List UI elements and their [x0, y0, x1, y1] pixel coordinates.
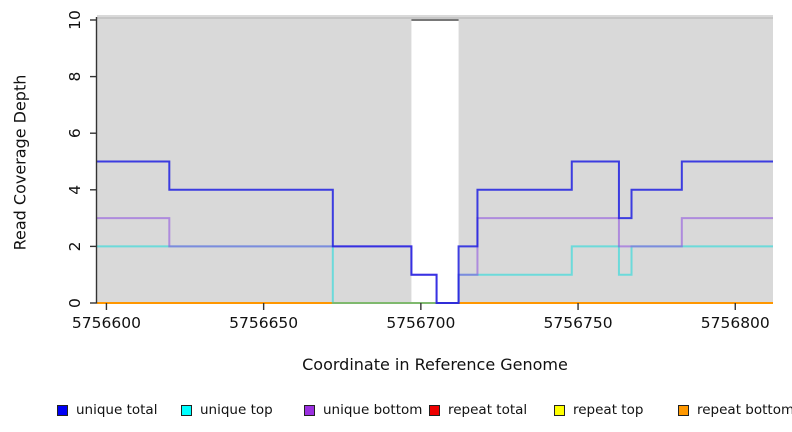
x-tick-label: 5756800 — [701, 314, 770, 332]
x-tick-label: 5756650 — [229, 314, 298, 332]
x-tick-label: 5756600 — [72, 314, 141, 332]
legend-swatch-icon — [678, 404, 689, 416]
legend-item-repeat-total: repeat total — [429, 400, 527, 420]
x-tick-label: 5756700 — [386, 314, 455, 332]
series-line-unique-top — [97, 245, 773, 304]
x-axis-title: Coordinate in Reference Genome — [302, 355, 568, 374]
y-tick-label: 0 — [66, 298, 84, 308]
y-tick-label: 8 — [66, 72, 84, 82]
legend-label: repeat total — [448, 402, 528, 418]
legend-swatch-icon — [181, 404, 192, 416]
legend-label: repeat bottom — [697, 402, 792, 418]
y-tick-label: 10 — [66, 10, 84, 30]
legend-item-repeat-top: repeat top — [554, 400, 643, 420]
legend-item-unique-total: unique total — [57, 400, 157, 420]
legend-swatch-icon — [429, 404, 440, 416]
y-tick-label: 6 — [66, 128, 84, 138]
legend-item-unique-bottom: unique bottom — [304, 400, 422, 420]
legend-label: repeat top — [573, 402, 644, 418]
legend-label: unique top — [200, 402, 273, 418]
legend-item-unique-top: unique top — [181, 400, 273, 420]
legend-swatch-icon — [554, 404, 565, 416]
y-axis-title: Read Coverage Depth — [10, 74, 30, 251]
legend-label: unique bottom — [323, 402, 423, 418]
y-tick-label: 2 — [66, 241, 84, 251]
legend-swatch-icon — [304, 404, 315, 416]
gap-region — [411, 21, 459, 303]
legend: unique total unique top unique bottom repea… — [0, 400, 792, 424]
series-line-unique-total — [97, 160, 773, 304]
legend-swatch-icon — [57, 404, 68, 416]
legend-item-repeat-bottom: repeat bottom — [678, 400, 792, 420]
legend-label: unique total — [76, 402, 158, 418]
x-tick-label: 5756750 — [544, 314, 613, 332]
y-tick-label: 4 — [66, 185, 84, 195]
